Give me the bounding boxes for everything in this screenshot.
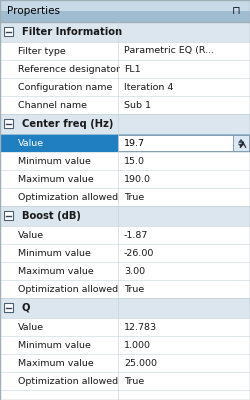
Text: Maximum value: Maximum value <box>18 266 94 276</box>
Text: Reference designator: Reference designator <box>18 64 120 74</box>
Bar <box>0 280 250 298</box>
Text: -26.00: -26.00 <box>124 248 154 258</box>
Polygon shape <box>238 139 244 143</box>
Text: Iteration 4: Iteration 4 <box>124 82 174 92</box>
Bar <box>4 303 13 312</box>
Bar <box>0 188 250 206</box>
Text: 15.0: 15.0 <box>124 156 145 166</box>
Bar <box>0 244 250 262</box>
Bar <box>118 135 233 151</box>
Text: Minimum value: Minimum value <box>18 156 91 166</box>
Text: True: True <box>124 192 144 202</box>
Text: Q: Q <box>22 303 30 313</box>
Text: Maximum value: Maximum value <box>18 358 94 368</box>
Text: 1.000: 1.000 <box>124 340 151 350</box>
Bar <box>0 152 250 170</box>
Bar <box>0 0 250 11</box>
Text: Properties: Properties <box>7 6 60 16</box>
Text: 190.0: 190.0 <box>124 174 151 184</box>
Bar <box>4 27 13 36</box>
Bar <box>0 42 250 60</box>
Text: ⊓: ⊓ <box>232 6 240 16</box>
Text: Optimization allowed: Optimization allowed <box>18 376 118 386</box>
Bar <box>0 114 250 134</box>
Text: Filter type: Filter type <box>18 46 66 56</box>
Text: 12.783: 12.783 <box>124 322 157 332</box>
Bar <box>0 206 250 226</box>
Bar <box>0 336 250 354</box>
Text: Value: Value <box>18 230 44 240</box>
Text: Filter Information: Filter Information <box>22 27 122 37</box>
Text: FL1: FL1 <box>124 64 140 74</box>
Text: Optimization allowed: Optimization allowed <box>18 192 118 202</box>
Text: 25.000: 25.000 <box>124 358 157 368</box>
Text: Minimum value: Minimum value <box>18 248 91 258</box>
Text: Maximum value: Maximum value <box>18 174 94 184</box>
Bar <box>0 60 250 78</box>
Text: Center freq (Hz): Center freq (Hz) <box>22 119 114 129</box>
Bar <box>0 78 250 96</box>
Bar <box>0 22 250 42</box>
Bar <box>4 211 13 220</box>
Bar <box>0 298 250 318</box>
Bar <box>0 170 250 188</box>
Text: Channel name: Channel name <box>18 100 87 110</box>
Bar <box>0 96 250 114</box>
Text: Parametric EQ (R...: Parametric EQ (R... <box>124 46 214 56</box>
Bar <box>233 135 249 151</box>
Text: Optimization allowed: Optimization allowed <box>18 284 118 294</box>
Bar <box>0 226 250 244</box>
Bar <box>0 134 250 152</box>
Bar <box>0 262 250 280</box>
Text: True: True <box>124 284 144 294</box>
Text: Sub 1: Sub 1 <box>124 100 151 110</box>
Text: Configuration name: Configuration name <box>18 82 112 92</box>
Bar <box>0 354 250 372</box>
Bar <box>0 11 250 22</box>
Text: Value: Value <box>18 322 44 332</box>
Text: Boost (dB): Boost (dB) <box>22 211 81 221</box>
Bar <box>0 318 250 336</box>
Text: Value: Value <box>18 138 44 148</box>
Bar <box>4 119 13 128</box>
Text: True: True <box>124 376 144 386</box>
Text: -1.87: -1.87 <box>124 230 148 240</box>
Bar <box>0 372 250 390</box>
Text: 19.7: 19.7 <box>124 138 145 148</box>
Polygon shape <box>238 144 244 148</box>
Text: Minimum value: Minimum value <box>18 340 91 350</box>
Text: 3.00: 3.00 <box>124 266 145 276</box>
